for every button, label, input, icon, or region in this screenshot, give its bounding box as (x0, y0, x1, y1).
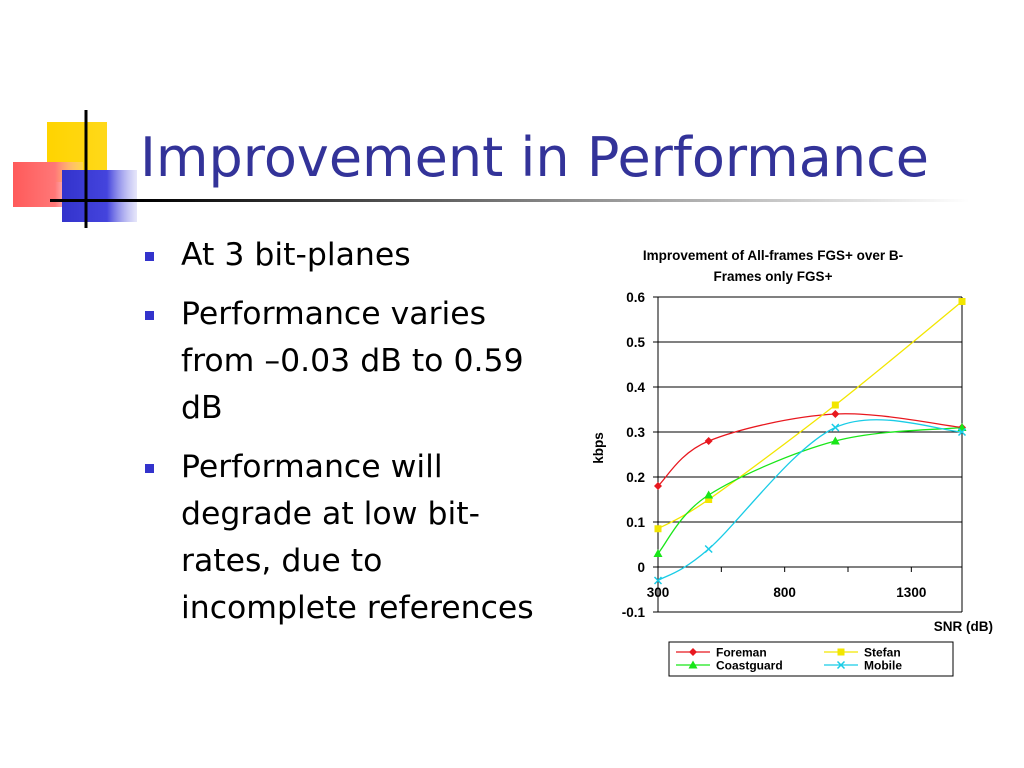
logo-blue-square (62, 170, 137, 222)
x-tick-label: 1300 (896, 585, 926, 600)
legend-marker-foreman (689, 648, 697, 656)
bullet-text: Performance will degrade at low bit-rate… (181, 449, 534, 626)
bullet-text: Performance varies from –0.03 dB to 0.59… (181, 296, 524, 426)
y-tick-label: 0.6 (626, 290, 645, 305)
data-point-mobile (831, 423, 840, 432)
chart-markers (653, 298, 967, 585)
series-line-foreman (657, 413, 963, 487)
data-point-coastguard (704, 490, 714, 499)
chart-gridlines (658, 296, 963, 613)
bullet-list: At 3 bit-planes Performance varies from … (140, 232, 540, 644)
chart-legend: Foreman Stefan Coastguard Mobile (668, 641, 954, 677)
x-axis-label: SNR (dB) (934, 619, 993, 634)
square-bullet-icon (145, 252, 154, 261)
legend-label-stefan: Stefan (864, 646, 901, 660)
legend-label-coastguard: Coastguard (716, 659, 783, 673)
data-point-stefan (958, 298, 966, 305)
series-line-coastguard (657, 426, 963, 554)
y-tick-label: 0.5 (626, 335, 645, 350)
data-point-mobile (957, 427, 967, 437)
square-bullet-icon (145, 311, 154, 320)
slide-title: Improvement in Performance (140, 126, 930, 189)
data-point-coastguard (830, 436, 840, 445)
bullet-text: At 3 bit-planes (181, 237, 411, 273)
legend-label-foreman: Foreman (716, 646, 767, 660)
square-bullet-icon (145, 464, 154, 473)
data-point-foreman (704, 437, 713, 445)
legend-box (668, 641, 954, 677)
bullet-item: Performance varies from –0.03 dB to 0.59… (140, 291, 540, 432)
chart-title-line-2: Frames only FGS+ (714, 269, 833, 284)
data-point-stefan (831, 401, 839, 409)
y-tick-label: -0.1 (622, 605, 646, 620)
data-point-mobile (653, 576, 663, 585)
chart-title-line-1: Improvement of All-frames FGS+ over B- (643, 248, 903, 263)
y-tick-label: 0 (637, 560, 645, 575)
y-tick-label: 0.4 (626, 380, 645, 395)
legend-marker-coastguard (688, 660, 698, 669)
y-axis-label: kbps (591, 432, 606, 464)
data-point-stefan (654, 525, 662, 533)
slide-logo-decoration (13, 110, 137, 228)
x-tick-label: 300 (647, 585, 670, 600)
data-point-stefan (705, 496, 713, 503)
data-point-mobile (704, 544, 713, 554)
data-point-coastguard (653, 549, 663, 557)
y-tick-labels: -0.1 0 0.1 0.2 0.3 0.4 0.5 0.6 (622, 290, 646, 620)
chart-series-lines (657, 300, 963, 582)
x-tick-labels: 300 800 1300 (647, 585, 927, 600)
chart-axes (653, 296, 962, 613)
data-point-foreman (654, 482, 662, 490)
title-underline (50, 199, 970, 202)
bullet-item: Performance will degrade at low bit-rate… (140, 444, 540, 632)
data-point-foreman (831, 410, 840, 418)
series-line-stefan (657, 300, 963, 530)
series-line-mobile (657, 419, 963, 582)
x-tick-label: 800 (773, 585, 796, 600)
legend-label-mobile: Mobile (864, 659, 902, 673)
bullet-item: At 3 bit-planes (140, 232, 540, 279)
y-tick-label: 0.1 (626, 515, 645, 530)
y-tick-label: 0.3 (626, 425, 645, 440)
y-tick-label: 0.2 (626, 470, 645, 485)
legend-marker-mobile (836, 660, 846, 670)
legend-marker-stefan (837, 648, 845, 656)
performance-chart: Improvement of All-frames FGS+ over B- F… (591, 248, 993, 677)
